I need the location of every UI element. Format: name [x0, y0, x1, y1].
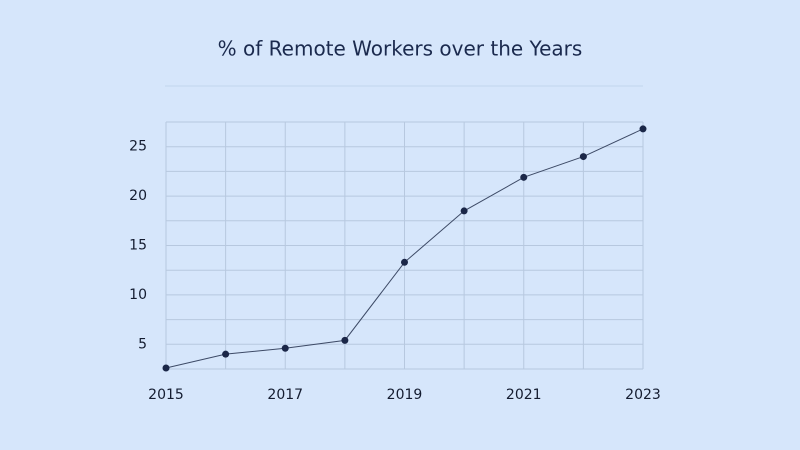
x-tick-label: 2019	[387, 387, 423, 403]
y-tick-label: 15	[129, 238, 147, 254]
x-tick-label: 2017	[267, 387, 303, 403]
x-tick-label: 2023	[625, 387, 661, 403]
data-point	[401, 258, 408, 266]
data-point	[460, 207, 468, 215]
data-point	[281, 344, 289, 352]
x-tick-label: 2021	[506, 387, 542, 403]
data-point	[520, 173, 528, 181]
data-point	[341, 336, 349, 344]
chart-title: % of Remote Workers over the Years	[218, 37, 583, 61]
data-point	[222, 350, 230, 358]
y-tick-label: 5	[138, 336, 147, 352]
y-tick-label: 25	[129, 139, 147, 155]
data-point	[579, 153, 587, 161]
y-tick-label: 10	[129, 287, 147, 303]
x-tick-label: 2015	[148, 387, 184, 403]
data-point	[639, 125, 647, 133]
data-point	[162, 364, 170, 372]
y-tick-label: 20	[129, 188, 147, 204]
